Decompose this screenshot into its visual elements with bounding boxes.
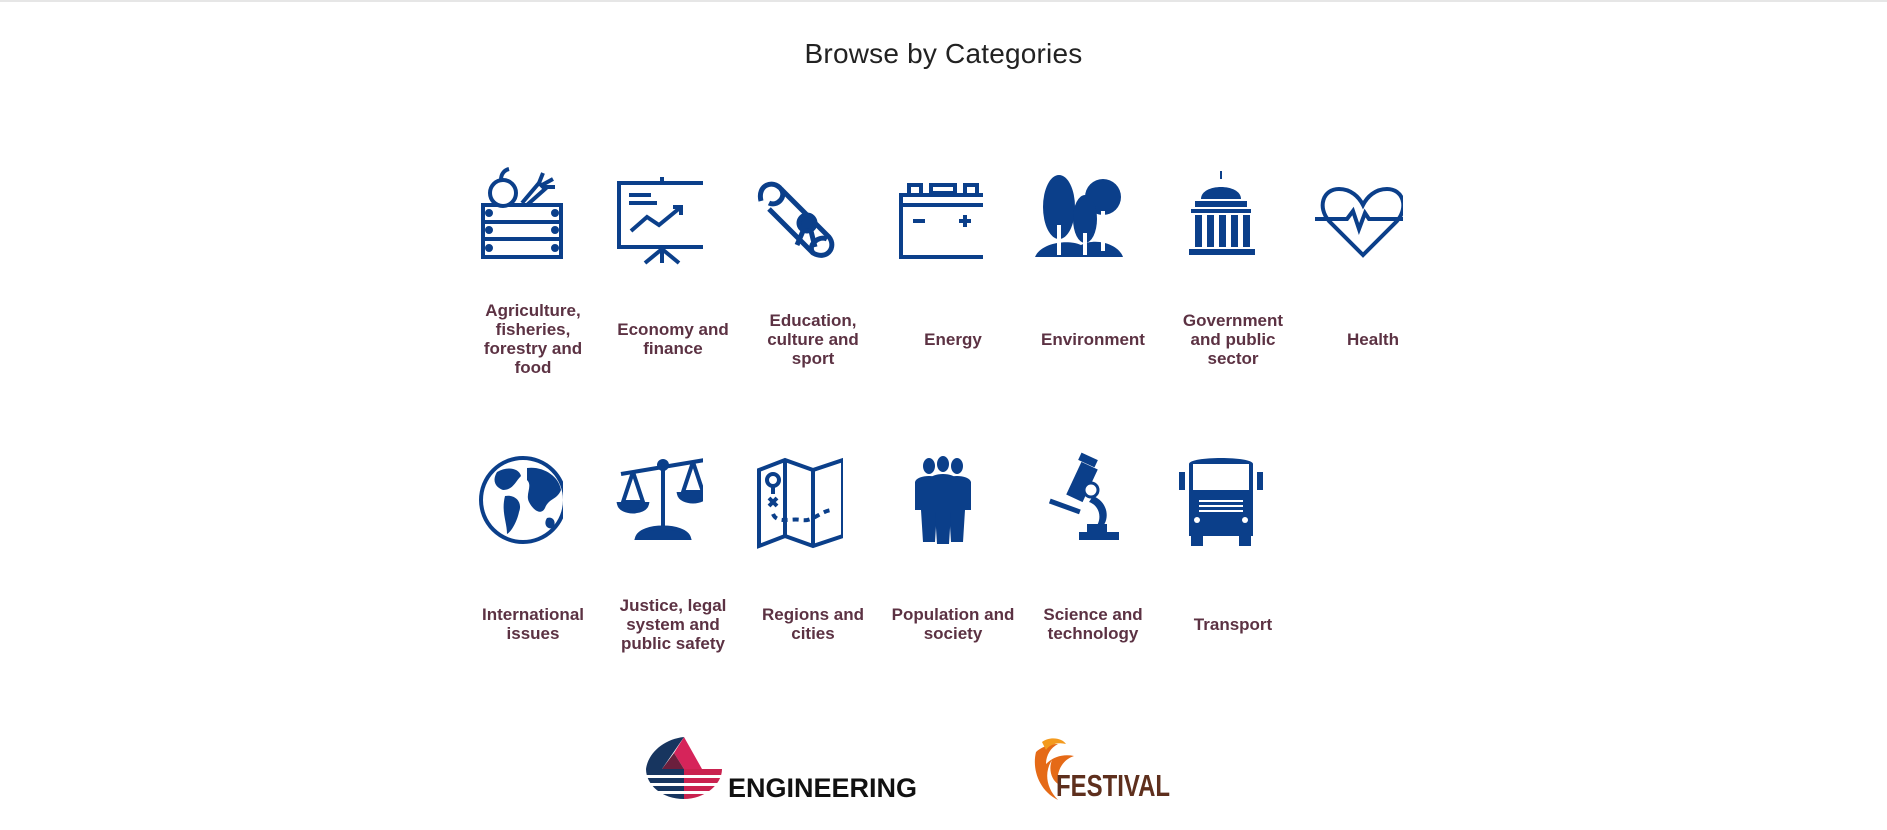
crate-icon xyxy=(467,165,563,265)
map-icon xyxy=(747,450,843,550)
category-label: Agriculture, fisheries, forestry and foo… xyxy=(483,301,583,377)
svg-text:ENGINEERING: ENGINEERING xyxy=(728,773,917,801)
category-label: Government and public sector xyxy=(1182,310,1284,368)
scales-icon xyxy=(607,450,703,550)
category-education[interactable]: Education, culture and sport xyxy=(747,165,887,395)
truck-icon xyxy=(1167,450,1263,550)
capitol-icon xyxy=(1167,165,1263,265)
top-divider xyxy=(0,0,1887,2)
category-label: International issues xyxy=(481,605,584,643)
category-regions[interactable]: Regions and cities xyxy=(747,450,887,680)
category-label: Education, culture and sport xyxy=(767,310,859,368)
people-icon xyxy=(887,450,983,550)
category-science[interactable]: Science and technology xyxy=(1027,450,1167,680)
globe-icon xyxy=(467,450,563,550)
category-population[interactable]: Population and society xyxy=(887,450,1027,680)
category-environment[interactable]: Environment xyxy=(1027,165,1167,395)
category-label: Transport xyxy=(1193,614,1273,634)
category-label: Energy xyxy=(924,329,982,349)
battery-icon xyxy=(887,165,983,265)
category-government[interactable]: Government and public sector xyxy=(1167,165,1307,395)
category-label: Regions and cities xyxy=(761,605,864,643)
chart-board-icon xyxy=(607,165,703,265)
category-energy[interactable]: Energy xyxy=(887,165,1027,395)
category-label: Environment xyxy=(1041,329,1145,349)
heart-pulse-icon xyxy=(1307,165,1403,265)
category-transport[interactable]: Transport xyxy=(1167,450,1307,680)
trees-icon xyxy=(1027,165,1123,265)
category-label: Economy and finance xyxy=(617,320,729,358)
category-health[interactable]: Health xyxy=(1307,165,1447,395)
category-label: Health xyxy=(1347,329,1399,349)
category-economy[interactable]: Economy and finance xyxy=(607,165,747,395)
diploma-icon xyxy=(747,165,843,265)
festival-logo[interactable]: FESTIVAL xyxy=(1028,734,1173,804)
microscope-icon xyxy=(1027,450,1123,550)
category-label: Justice, legal system and public safety xyxy=(619,595,727,653)
page-title: Browse by Categories xyxy=(804,38,1083,69)
category-agriculture[interactable]: Agriculture, fisheries, forestry and foo… xyxy=(467,165,607,395)
category-label: Science and technology xyxy=(1043,605,1143,643)
category-international[interactable]: International issues xyxy=(467,450,607,680)
category-label: Population and society xyxy=(891,605,1015,643)
engineering-logo[interactable]: ENGINEERING xyxy=(644,735,926,803)
svg-text:FESTIVAL: FESTIVAL xyxy=(1056,768,1170,803)
category-justice[interactable]: Justice, legal system and public safety xyxy=(607,450,747,680)
